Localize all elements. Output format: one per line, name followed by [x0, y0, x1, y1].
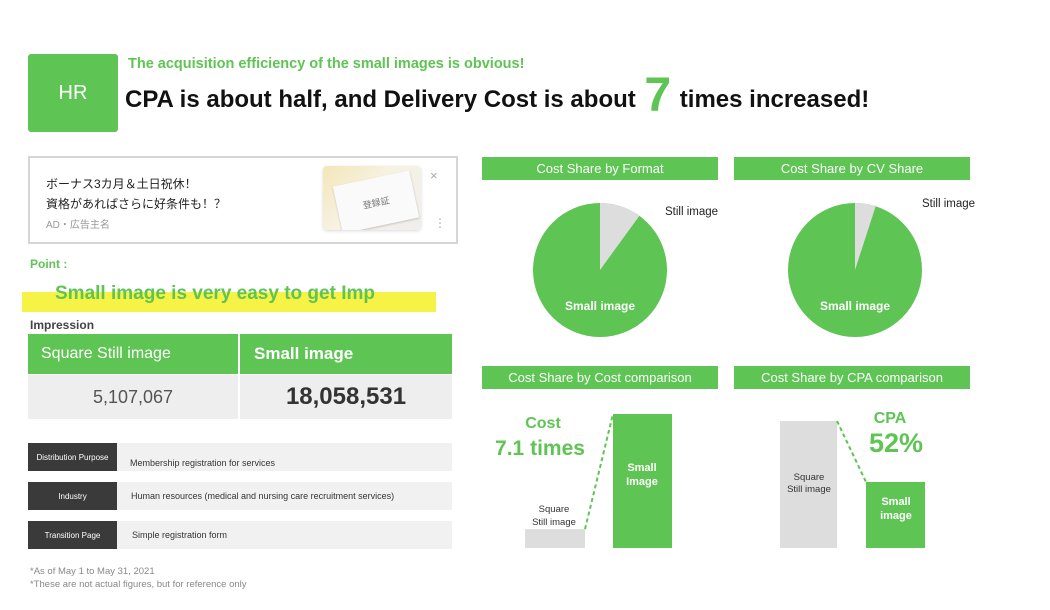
bar-connector-line	[836, 420, 867, 483]
bar-label-square-still-image: Square Still image	[787, 472, 831, 495]
info-row-distribution-purpose: Distribution Purpose Membership registra…	[28, 443, 452, 471]
chart-title-cost-comparison: Cost Share by Cost comparison	[482, 366, 718, 389]
industry-badge: HR	[28, 54, 118, 132]
ad-advertiser: AD・広告主名	[46, 220, 110, 231]
ad-text-line1: ボーナス3カ月＆土日祝休！	[46, 177, 197, 191]
ad-preview: ボーナス3カ月＆土日祝休！ 資格があればさらに好条件も！？ AD・広告主名 登録…	[28, 156, 458, 244]
point-label: Point :	[30, 257, 68, 271]
page-headline: CPA is about half, and Delivery Cost is …	[125, 68, 869, 123]
pie-label-small-image: Small image	[565, 299, 635, 313]
info-row-industry: Industry Human resources (medical and nu…	[28, 482, 452, 510]
impression-value-small: 18,058,531	[240, 375, 452, 419]
info-key: Distribution Purpose	[28, 443, 117, 471]
footnote-date: *As of May 1 to May 31, 2021	[30, 566, 155, 577]
bar-label-small-image: Small Image	[626, 462, 658, 488]
pie-label-still-image: Still image	[922, 198, 975, 210]
pie-label-still-image: Still image	[665, 206, 718, 218]
point-text: Small image is very easy to get Imp	[55, 283, 375, 304]
point-highlight	[22, 292, 436, 312]
info-value: Membership registration for services	[130, 458, 276, 468]
info-row-transition-page: Transition Page Simple registration form	[28, 521, 452, 549]
info-value: Simple registration form	[132, 530, 228, 540]
bar-small-image	[866, 481, 925, 548]
chart-title-format: Cost Share by Format	[482, 157, 718, 180]
bar-annotation-value: 7.1 times	[495, 437, 585, 460]
impression-header-still: Square Still image	[28, 334, 238, 374]
bar-annotation-label: CPA	[874, 410, 907, 427]
headline-number: 7	[644, 69, 672, 122]
info-value: Human resources (medical and nursing car…	[131, 491, 395, 501]
pie-label-small-image: Small image	[820, 299, 890, 313]
info-key: Transition Page	[28, 521, 117, 549]
impression-header-small: Small image	[240, 334, 452, 374]
headline-pre: CPA is about half, and Delivery Cost is …	[125, 86, 636, 113]
bar-annotation-label: Cost	[525, 415, 561, 432]
bar-connector-line	[584, 413, 614, 530]
industry-badge-label: HR	[58, 81, 88, 104]
bar-label-small-image: Small image	[880, 496, 912, 522]
pie-slice-still-image	[600, 203, 640, 270]
bar-square-still-image	[525, 529, 585, 548]
footnote-disclaimer: *These are not actual figures, but for r…	[30, 579, 247, 590]
close-icon[interactable]: ×	[430, 168, 438, 183]
ad-thumbnail-image: 登録証	[323, 166, 421, 230]
page-subtitle: The acquisition efficiency of the small …	[128, 56, 525, 72]
chart-title-cv-share: Cost Share by CV Share	[734, 157, 970, 180]
bar-annotation-value: 52%	[869, 428, 923, 458]
bar-label-square-still-image: Square Still image	[532, 504, 576, 528]
impression-table: Square Still image Small image 5,107,067…	[28, 334, 452, 420]
bar-square-still-image	[780, 421, 837, 548]
info-key: Industry	[28, 482, 117, 510]
ad-text-line2: 資格があればさらに好条件も！？	[46, 197, 227, 211]
headline-post: times increased!	[679, 86, 870, 113]
pie-slice-still-image	[855, 203, 876, 270]
bar-small-image	[613, 414, 672, 548]
impression-value-still: 5,107,067	[28, 375, 238, 419]
more-options-icon[interactable]: ⋮	[434, 216, 446, 230]
chart-title-cpa-comparison: Cost Share by CPA comparison	[734, 366, 970, 389]
impression-label: Impression	[30, 318, 95, 332]
